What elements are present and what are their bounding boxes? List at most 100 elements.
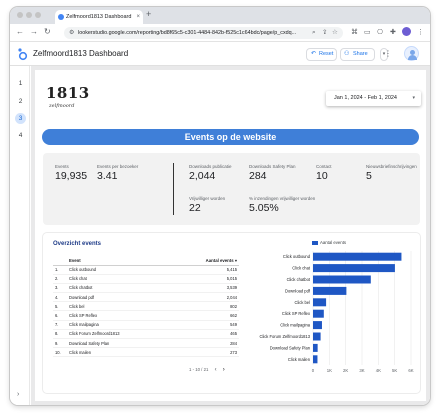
share-button[interactable]: ⚇ Share ▾ <box>340 48 388 61</box>
row-event: Click SP Reflex <box>67 310 172 321</box>
forward-icon[interactable]: → <box>30 27 38 36</box>
page-nav-item-2[interactable]: 2 <box>18 98 23 105</box>
kpi-label: Events <box>55 164 69 169</box>
new-tab-button[interactable]: + <box>146 9 152 19</box>
y-category-label: Click SP Reflex <box>282 311 310 316</box>
add-person-icon: ⚇ <box>344 51 350 57</box>
browser-titlebar: Zelfmoord1813 Dashboard × + <box>10 7 430 24</box>
table-row[interactable]: 8. Click Forum Zelfmoord1813 465 <box>53 329 239 340</box>
table-header-count[interactable]: Aantal events ▾ <box>171 257 239 266</box>
table-row[interactable]: 3. Click chatbot 3,539 <box>53 283 239 294</box>
table-header-row: Event Aantal events ▾ <box>53 257 239 266</box>
row-index: 2. <box>53 274 67 284</box>
app-header: Zelfmoord1813 Dashboard ↶ Reset ⚇ Share … <box>10 42 430 66</box>
row-index: 5. <box>53 301 67 312</box>
x-tick-label: 5K <box>392 368 397 373</box>
page-nav-item-1[interactable]: 1 <box>18 80 23 87</box>
kpi-value: 5 <box>366 170 372 182</box>
row-count: 273 <box>171 347 239 358</box>
browser-tab[interactable]: Zelfmoord1813 Dashboard × <box>55 10 143 24</box>
table-row[interactable]: 5. Click bel 802 <box>53 301 239 312</box>
bookmark-star-icon[interactable]: ☆ <box>332 29 338 36</box>
looker-studio-logo-icon[interactable] <box>17 47 28 61</box>
date-range-value: Jan 1, 2024 - Feb 1, 2024 <box>334 95 397 101</box>
events-table: Event Aantal events ▾ 1. Click outbound 5,… <box>53 257 239 358</box>
reload-icon[interactable]: ↻ <box>44 27 51 36</box>
row-count: 3,539 <box>171 283 239 294</box>
report-canvas: 1813 zelfmoord Jan 1, 2024 - Feb 1, 2024… <box>31 66 430 405</box>
chart-bar <box>313 275 371 284</box>
logo-number: 1813 <box>46 84 90 102</box>
y-category-label: Click chat <box>292 266 311 271</box>
row-event: Click outbound <box>67 265 172 275</box>
more-options-icon[interactable]: ⋮ <box>384 49 392 58</box>
date-dropdown-icon: ▾ <box>412 95 415 101</box>
row-event: Click Forum Zelfmoord1813 <box>67 329 172 340</box>
close-tab-icon[interactable]: × <box>136 14 140 20</box>
table-row[interactable]: 7. Click mailpagina 549 <box>53 320 239 330</box>
table-row[interactable]: 1. Click outbound 5,415 <box>53 265 239 275</box>
share-dropdown-chevron-icon[interactable]: ▾ <box>380 48 388 61</box>
table-row[interactable]: 9. Download Safety Plan 284 <box>53 338 239 349</box>
close-window-dot[interactable] <box>17 12 23 18</box>
zoom-icon[interactable]: ⌕ <box>312 29 316 36</box>
kpi-divider <box>173 163 174 215</box>
kpi-label: % inzendingen vrijwilliger worden <box>249 196 316 201</box>
reset-button[interactable]: ↶ Reset <box>306 48 337 61</box>
reset-icon: ↶ <box>311 51 317 57</box>
browser-window: Zelfmoord1813 Dashboard × + ← → ↻ ⚙ look… <box>10 7 430 405</box>
chart-bar <box>313 332 321 341</box>
kpi-value: 5.05% <box>249 202 279 214</box>
page-nav-item-4[interactable]: 4 <box>18 132 23 139</box>
expand-sidebar-chevron-icon[interactable]: › <box>17 391 20 398</box>
y-category-label: Download Safety Plan <box>270 345 311 350</box>
maximize-window-dot[interactable] <box>35 12 41 18</box>
minimize-window-dot[interactable] <box>26 12 32 18</box>
tab-search-icon[interactable]: ▭ <box>364 29 371 36</box>
reset-label: Reset <box>319 51 334 57</box>
kpi-label: Downloads Safety Plan <box>249 164 296 169</box>
row-count: 2,044 <box>171 292 239 303</box>
row-index: 9. <box>53 338 67 349</box>
row-index: 1. <box>53 265 67 275</box>
chart-bar <box>313 309 324 318</box>
chart-bar <box>313 252 402 261</box>
row-index: 7. <box>53 320 67 330</box>
browser-menu-icon[interactable]: ⋮ <box>417 29 424 36</box>
table-header-event[interactable]: Event <box>67 257 172 266</box>
user-avatar[interactable] <box>404 46 419 61</box>
prev-page-icon[interactable]: ‹ <box>214 367 217 373</box>
tab-title: Zelfmoord1813 Dashboard <box>66 14 132 20</box>
chart-bar <box>313 286 347 295</box>
share-page-icon[interactable]: ⇪ <box>322 29 328 36</box>
legend-label: Aantal events <box>320 240 347 245</box>
bar-chart-svg: 0 1K 2K 3K 4K 5K 6K Click outbound Click chat Cli… <box>259 251 414 373</box>
legend-swatch <box>312 241 318 245</box>
date-range-picker[interactable]: Jan 1, 2024 - Feb 1, 2024 ▾ <box>326 91 421 106</box>
next-page-icon[interactable]: › <box>222 367 225 373</box>
x-tick-label: 6K <box>408 368 413 373</box>
kpi-label: Nieuwsbriefinschrijvingen <box>366 164 417 169</box>
table-row[interactable]: 10. Click mailen 273 <box>53 347 239 358</box>
profile-avatar-icon[interactable] <box>402 27 411 36</box>
y-category-label: Click chatbot <box>287 277 311 282</box>
row-count: 662 <box>171 310 239 321</box>
table-row[interactable]: 4. Download pdf 2,044 <box>53 292 239 303</box>
extensions-puzzle-icon[interactable]: ✚ <box>390 29 396 36</box>
cast-icon[interactable]: ⎔ <box>377 29 384 36</box>
kpi-label: Vrijwilliger worden <box>189 196 226 201</box>
y-category-label: Click mailpagina <box>280 323 311 328</box>
extension-icon[interactable]: ⌘ <box>351 29 358 36</box>
report-title: Zelfmoord1813 Dashboard <box>33 49 129 58</box>
row-event: Click chat <box>67 274 172 284</box>
row-event: Click mailpagina <box>67 320 172 330</box>
address-bar[interactable]: ⚙ lookerstudio.google.com/reporting/bd8f… <box>64 27 343 39</box>
kpi-panel: Events 19,935 Events per bezoeker 3.41 D… <box>43 153 420 225</box>
row-count: 284 <box>171 338 239 349</box>
report-page: 1813 zelfmoord Jan 1, 2024 - Feb 1, 2024… <box>35 70 426 401</box>
table-row[interactable]: 6. Click SP Reflex 662 <box>53 310 239 321</box>
kpi-label: Contact <box>316 164 332 169</box>
back-icon[interactable]: ← <box>16 27 24 36</box>
page-nav-item-3[interactable]: 3 <box>15 113 26 124</box>
table-row[interactable]: 2. Click chat 5,015 <box>53 274 239 284</box>
